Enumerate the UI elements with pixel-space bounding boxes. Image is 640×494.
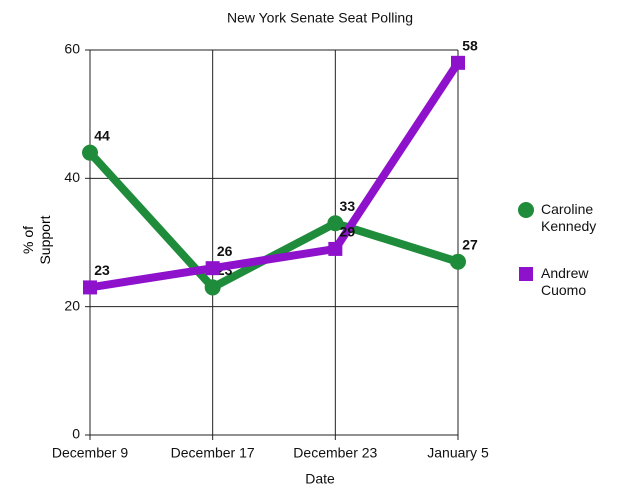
marker [82, 144, 98, 161]
legend-label: Andrew Cuomo [541, 265, 589, 298]
marker [204, 279, 221, 296]
data-label: 27 [462, 236, 478, 252]
legend-marker [518, 202, 534, 218]
marker [83, 280, 97, 295]
legend-label: Caroline Kennedy [541, 201, 597, 234]
y-tick-label: 0 [72, 426, 80, 442]
y-axis-label: % of Support [20, 215, 53, 265]
x-axis-label: Date [305, 471, 335, 487]
data-label: 44 [94, 127, 110, 143]
x-tick-label: December 23 [293, 445, 377, 461]
data-label: 58 [462, 38, 478, 54]
y-tick-label: 20 [64, 297, 80, 313]
data-label: 33 [340, 198, 356, 214]
y-tick-label: 40 [64, 169, 80, 185]
marker [205, 261, 220, 276]
chart-title: New York Senate Seat Polling [227, 10, 413, 26]
marker [451, 55, 465, 70]
data-label: 23 [94, 262, 110, 278]
data-label: 29 [340, 224, 356, 240]
marker [328, 241, 343, 256]
series-line [89, 60, 462, 292]
series-line [87, 149, 460, 292]
marker [450, 253, 466, 270]
legend-marker [519, 267, 533, 281]
x-tick-label: January 5 [427, 445, 489, 461]
data-label: 26 [217, 243, 233, 259]
x-tick-label: December 9 [52, 445, 128, 461]
y-tick-label: 60 [64, 41, 80, 57]
marker [327, 215, 344, 232]
x-tick-label: December 17 [171, 445, 255, 461]
